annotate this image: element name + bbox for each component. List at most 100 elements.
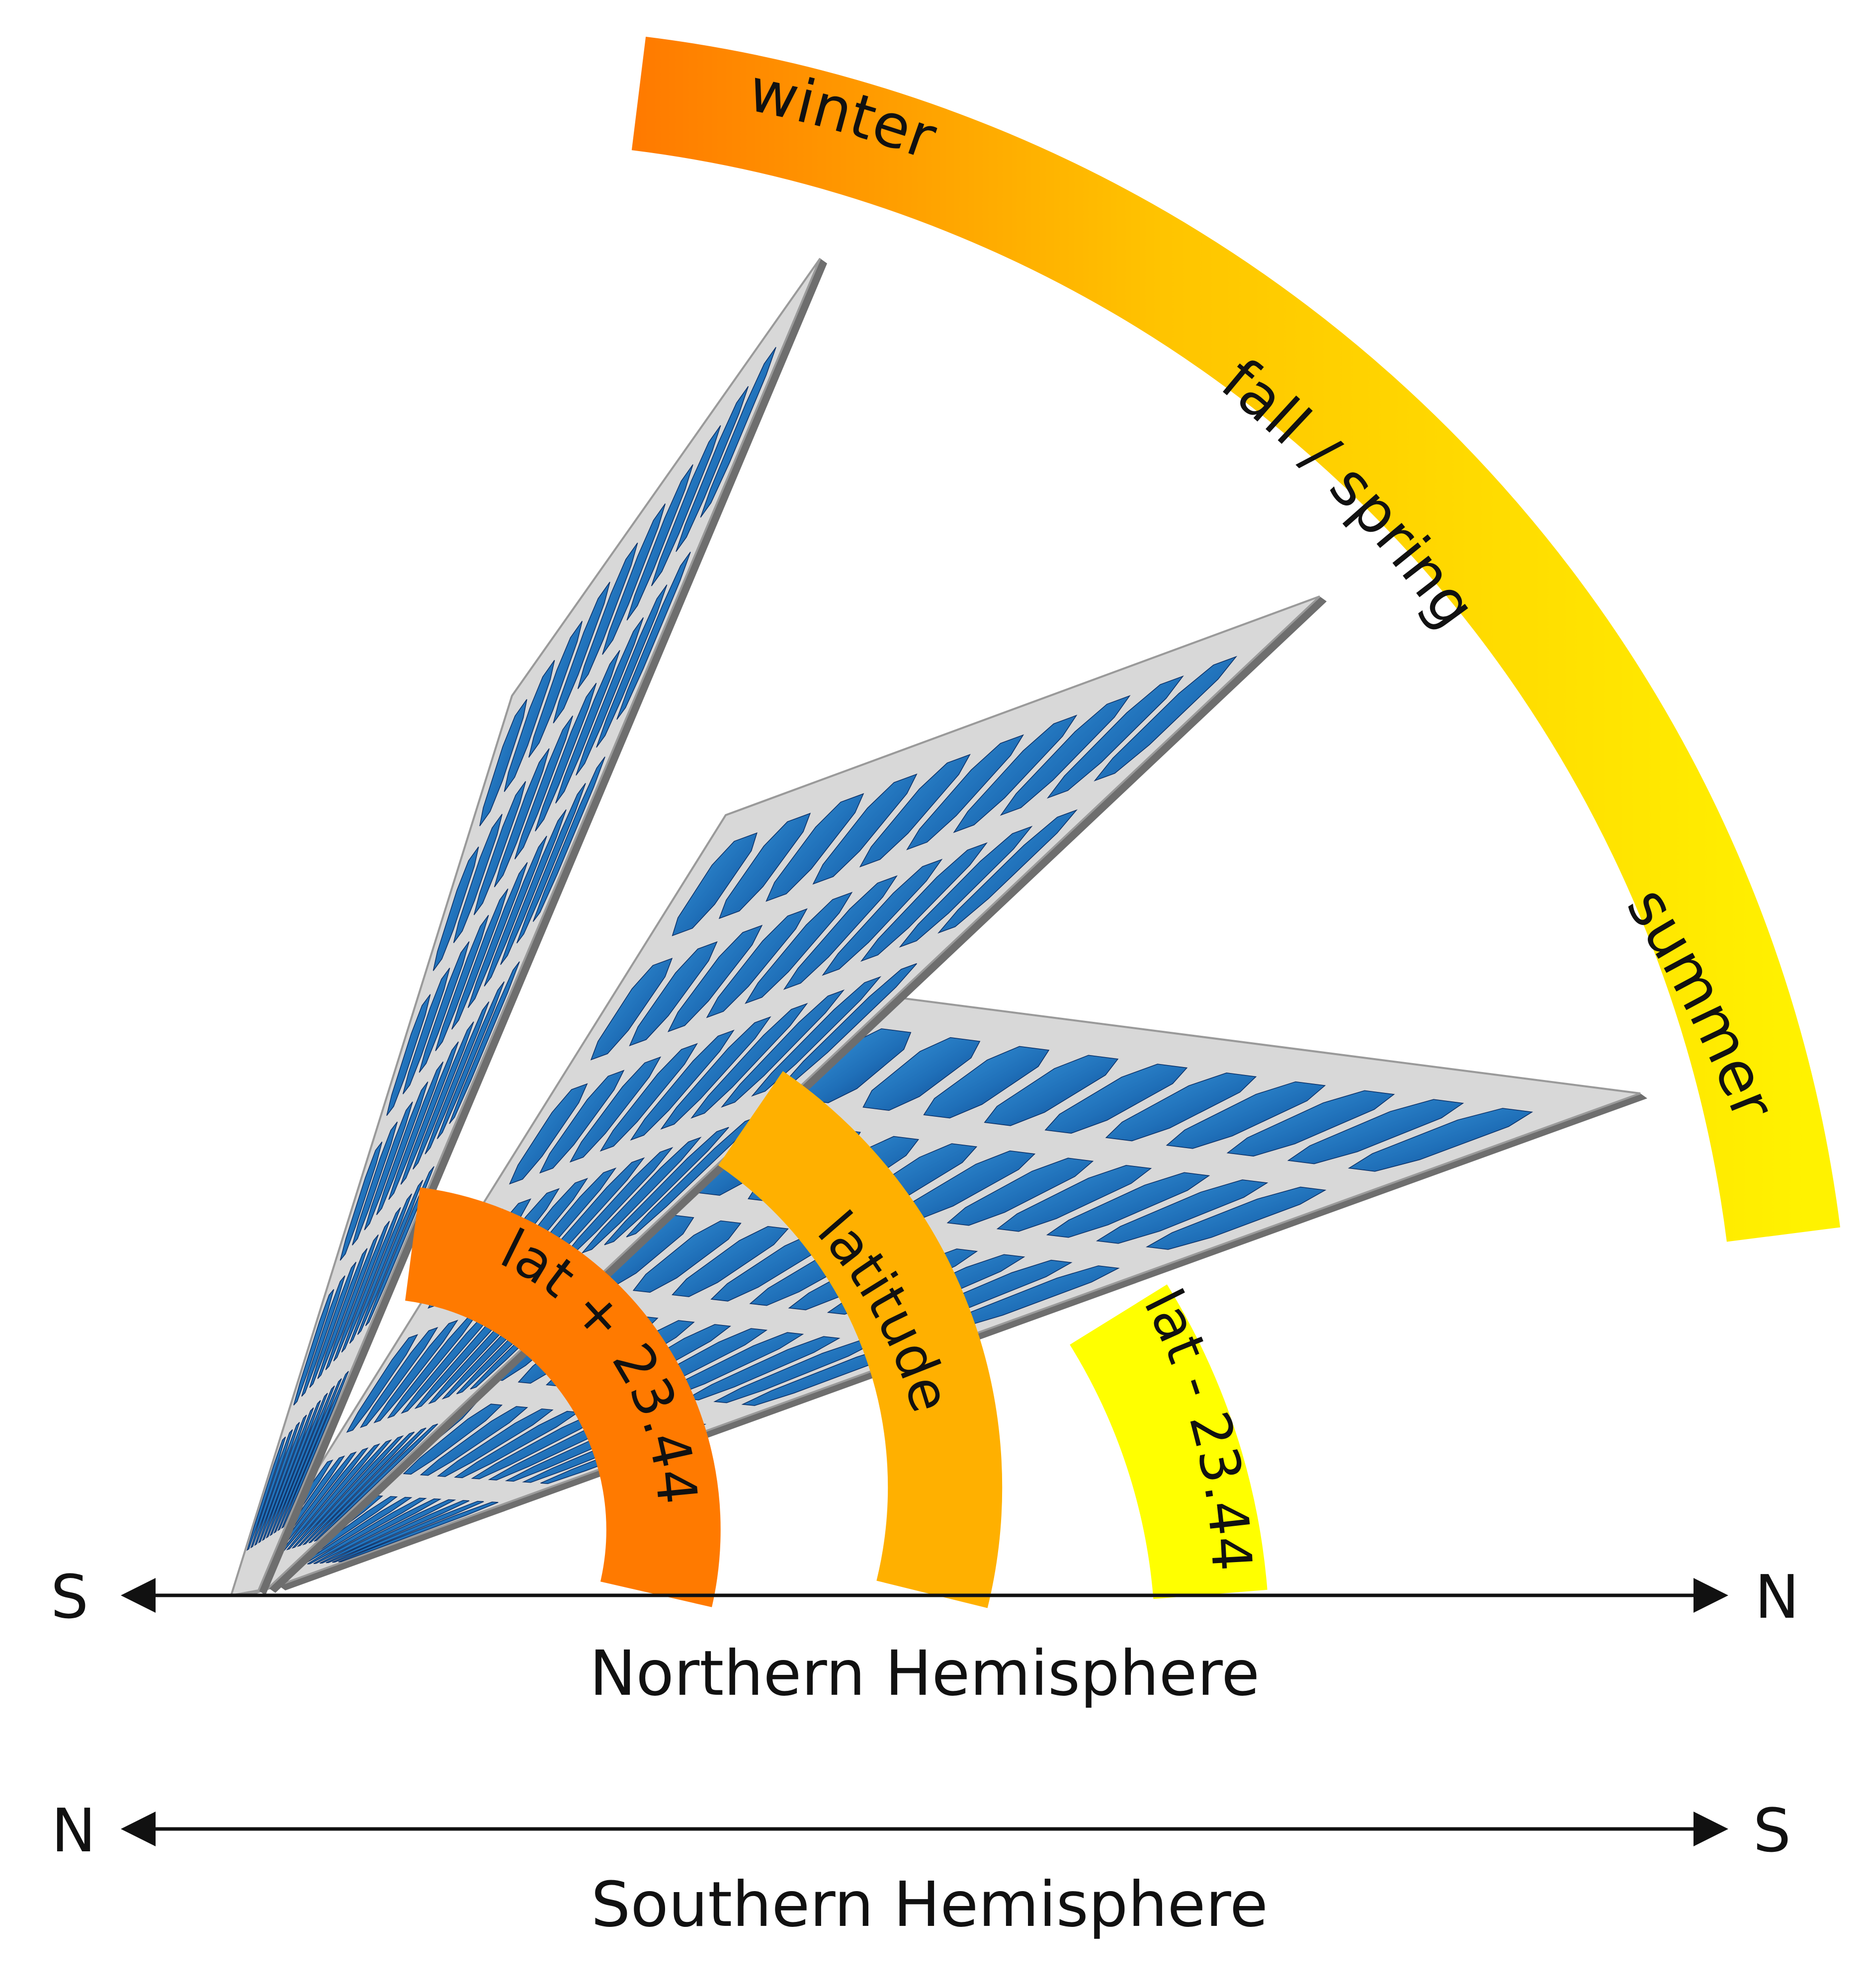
solar-cell: [413, 1021, 474, 1170]
panel-frame-edge: [258, 258, 827, 1595]
solar-cell: [590, 958, 673, 1061]
solar-cell: [269, 1393, 328, 1536]
solar-cell: [700, 347, 776, 518]
solar-cell: [504, 660, 555, 792]
solar-cell: [432, 846, 479, 971]
solar-cell: [1044, 1064, 1188, 1134]
solar-cell: [862, 1037, 981, 1111]
solar-cell: [706, 908, 808, 1018]
solar-cell: [906, 734, 1024, 850]
solar-cell: [532, 756, 605, 922]
solar-cell: [451, 888, 508, 1030]
solar-cell: [484, 835, 547, 987]
solar-cell: [349, 1193, 413, 1344]
solar-cell: [745, 892, 853, 1004]
solar-cell: [357, 1179, 424, 1335]
southern-left-label: N: [51, 1797, 96, 1866]
solar-cell: [984, 1055, 1119, 1126]
solar-cell: [860, 842, 988, 962]
season-arc-band: [631, 36, 1841, 1242]
solar-cell: [341, 1207, 401, 1353]
solar-cell: [651, 425, 721, 586]
solar-cell: [291, 1439, 392, 1549]
solar-cell: [953, 714, 1078, 833]
solar-cell: [514, 715, 573, 860]
solar-cell: [314, 1423, 438, 1542]
southern-caption: Southern Hemisphere: [591, 1869, 1268, 1941]
solar-cell: [765, 793, 864, 902]
solar-cell: [402, 968, 450, 1094]
solar-cell: [1348, 1108, 1533, 1172]
solar-cell: [946, 1158, 1094, 1226]
solar-cell: [539, 1070, 625, 1174]
solar-cell: [261, 1407, 314, 1541]
solar-cell: [467, 862, 528, 1008]
solar-cell: [436, 1408, 554, 1477]
solar-cell: [783, 875, 898, 990]
solar-cell: [473, 781, 526, 915]
solar-cell: [676, 386, 749, 552]
solar-cell: [528, 621, 583, 758]
solar-cell: [1046, 1172, 1210, 1238]
solar-cell: [604, 1127, 729, 1245]
solar-cell: [250, 1429, 293, 1549]
solar-cell: [302, 1431, 415, 1546]
solar-cell: [859, 753, 971, 868]
solar-cell: [280, 1447, 369, 1552]
solar-cell: [359, 1326, 438, 1428]
solar-cell: [629, 941, 718, 1047]
solar-cell: [923, 1046, 1050, 1119]
solar-cell: [419, 941, 470, 1073]
solar-cell: [293, 1289, 335, 1406]
solar-cell: [1094, 656, 1238, 782]
solar-cell: [420, 1406, 528, 1476]
solar-cell: [297, 1435, 404, 1547]
solar-cell: [660, 1016, 771, 1130]
solar-cell: [281, 1371, 349, 1529]
angle-arc-lat-plus: [405, 1187, 721, 1607]
solar-cell: [1166, 1081, 1326, 1149]
solar-cell: [364, 1101, 413, 1231]
panel-high-tilt: [230, 257, 827, 1597]
solar-cell: [436, 981, 505, 1140]
solar-cell: [500, 809, 567, 965]
solar-cell: [352, 1121, 398, 1245]
solar-cell: [258, 1414, 307, 1544]
solar-cell: [782, 963, 917, 1085]
solar-cell: [273, 1385, 335, 1534]
solar-cell: [943, 1265, 1120, 1328]
solar-cell: [400, 1041, 459, 1185]
solar-cell: [535, 682, 597, 831]
solar-cell: [317, 1248, 368, 1379]
northern-hemisphere-axis: S N Northern Hemisphere: [51, 1563, 1799, 1710]
solar-cell: [516, 783, 586, 944]
tilt-angle-arcs: lat + 23.44 latitude lat - 23.44: [405, 1071, 1268, 1608]
solar-cell: [1000, 695, 1131, 816]
solar-cell: [685, 1336, 841, 1401]
solar-cell: [453, 814, 503, 943]
solar-cell: [435, 914, 489, 1052]
solar-cell: [577, 542, 638, 689]
solar-cell: [718, 813, 811, 919]
solar-cell: [254, 1422, 300, 1546]
solar-cell: [1096, 1179, 1269, 1244]
solar-cell: [616, 552, 691, 720]
solar-cell: [386, 994, 431, 1116]
solar-cell: [309, 1261, 357, 1388]
solar-cell: [300, 1496, 413, 1565]
solar-cell: [576, 617, 644, 776]
solar-cell: [365, 1166, 434, 1326]
solar-cell: [308, 1427, 426, 1544]
solar-cell: [325, 1234, 379, 1370]
solar-cell: [320, 1499, 456, 1564]
solar-cell: [553, 581, 610, 724]
solar-cell: [1105, 1073, 1257, 1142]
solar-cell: [626, 464, 693, 621]
solar-cell: [373, 1320, 458, 1423]
solar-cell: [286, 1443, 381, 1551]
solar-cell: [812, 773, 918, 885]
solar-cell: [672, 832, 758, 936]
solar-cell: [602, 503, 666, 655]
solar-cell: [277, 1378, 342, 1532]
